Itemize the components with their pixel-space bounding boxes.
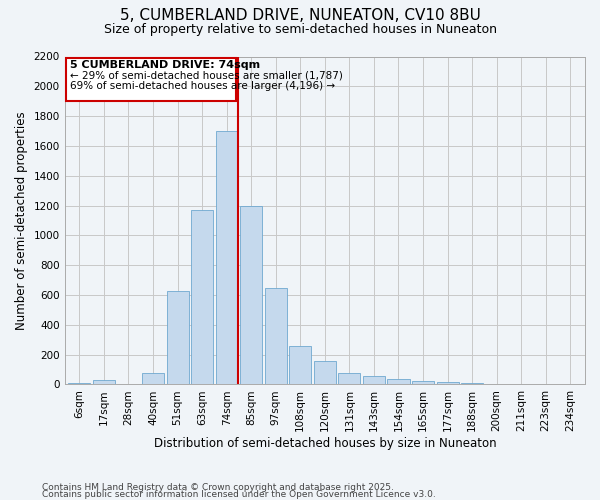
Bar: [338, 372, 361, 384]
X-axis label: Distribution of semi-detached houses by size in Nuneaton: Distribution of semi-detached houses by …: [154, 437, 496, 450]
Bar: [289, 346, 311, 385]
Text: 69% of semi-detached houses are larger (4,196) →: 69% of semi-detached houses are larger (…: [70, 81, 335, 91]
Bar: [167, 290, 188, 384]
Bar: [68, 383, 91, 384]
Bar: [191, 210, 213, 384]
Bar: [265, 288, 287, 384]
Bar: [461, 383, 483, 384]
Text: Contains HM Land Registry data © Crown copyright and database right 2025.: Contains HM Land Registry data © Crown c…: [42, 484, 394, 492]
Bar: [388, 379, 410, 384]
Text: ← 29% of semi-detached houses are smaller (1,787): ← 29% of semi-detached houses are smalle…: [70, 70, 343, 81]
Y-axis label: Number of semi-detached properties: Number of semi-detached properties: [15, 111, 28, 330]
Bar: [240, 206, 262, 384]
Bar: [142, 372, 164, 384]
Text: 5, CUMBERLAND DRIVE, NUNEATON, CV10 8BU: 5, CUMBERLAND DRIVE, NUNEATON, CV10 8BU: [119, 8, 481, 22]
Text: Size of property relative to semi-detached houses in Nuneaton: Size of property relative to semi-detach…: [104, 22, 497, 36]
FancyBboxPatch shape: [66, 58, 236, 101]
Bar: [412, 380, 434, 384]
Text: Contains public sector information licensed under the Open Government Licence v3: Contains public sector information licen…: [42, 490, 436, 499]
Bar: [437, 382, 458, 384]
Bar: [93, 380, 115, 384]
Bar: [215, 131, 238, 384]
Bar: [314, 362, 336, 384]
Bar: [363, 376, 385, 384]
Text: 5 CUMBERLAND DRIVE: 74sqm: 5 CUMBERLAND DRIVE: 74sqm: [70, 60, 260, 70]
